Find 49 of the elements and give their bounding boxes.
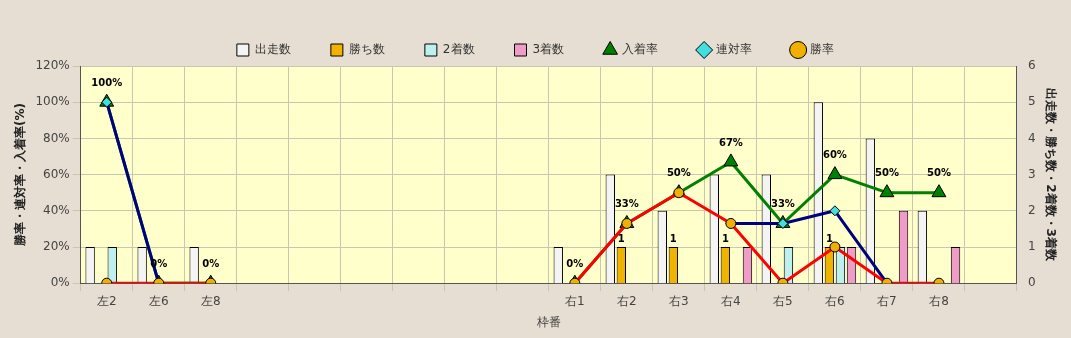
data-label: 100% xyxy=(91,76,123,88)
data-label: 50% xyxy=(666,167,691,179)
data-label: 1 xyxy=(825,232,833,244)
x-tick-label: 右2 xyxy=(617,293,637,308)
data-label: 67% xyxy=(718,136,743,148)
data-label: 0% xyxy=(566,257,584,269)
x-tick-label: 左8 xyxy=(200,293,221,308)
data-label: 50% xyxy=(874,167,899,179)
x-tick-label: 左2 xyxy=(96,293,117,308)
legend-label: 入着率 xyxy=(622,42,659,57)
y-axis-title: 勝率・連対率・入着率(%) xyxy=(13,103,28,248)
legend-label: 勝ち数 xyxy=(348,42,385,57)
x-tick-label: 右5 xyxy=(773,293,793,308)
x-tick-label: 左6 xyxy=(148,293,169,308)
y2-tick-label: 0 xyxy=(1027,275,1036,290)
y2-tick-label: 2 xyxy=(1027,202,1036,217)
x-tick-label: 右8 xyxy=(929,293,949,308)
x-tick-label: 右1 xyxy=(565,293,585,308)
legend-label: 連対率 xyxy=(716,42,753,57)
x-tick-label: 右6 xyxy=(825,293,845,308)
y2-tick-label: 5 xyxy=(1027,94,1036,109)
data-label: 60% xyxy=(822,149,847,161)
x-tick-label: 右3 xyxy=(669,293,689,308)
x-tick-label: 右7 xyxy=(877,293,897,308)
y-tick-label: 120% xyxy=(35,58,70,73)
legend-label: 勝率 xyxy=(810,42,835,57)
data-label: 50% xyxy=(926,167,951,179)
x-axis-title: 枠番 xyxy=(535,314,561,329)
y2-tick-label: 6 xyxy=(1027,58,1036,73)
legend-label: 3着数 xyxy=(532,42,565,57)
y-tick-label: 100% xyxy=(35,94,70,109)
data-label: 0% xyxy=(202,257,220,269)
data-label: 33% xyxy=(770,198,795,210)
y2-axis-title: 出走数・勝ち数・2着数・3着数 xyxy=(1043,88,1058,262)
y-tick-label: 20% xyxy=(43,239,70,254)
data-label: 1 xyxy=(617,232,625,244)
legend-label: 出走数 xyxy=(254,42,291,57)
y2-tick-label: 4 xyxy=(1027,130,1036,145)
y-tick-label: 40% xyxy=(43,202,70,217)
y-tick-label: 0% xyxy=(50,275,70,290)
x-tick-label: 右4 xyxy=(721,293,741,308)
y-tick-label: 80% xyxy=(43,130,70,145)
y2-tick-label: 1 xyxy=(1027,239,1036,254)
y-tick-label: 60% xyxy=(43,166,70,181)
data-label: 1 xyxy=(669,232,677,244)
y2-tick-label: 3 xyxy=(1027,166,1036,181)
legend-label: 2着数 xyxy=(442,42,475,57)
data-label: 1 xyxy=(721,232,729,244)
data-label: 33% xyxy=(614,198,639,210)
